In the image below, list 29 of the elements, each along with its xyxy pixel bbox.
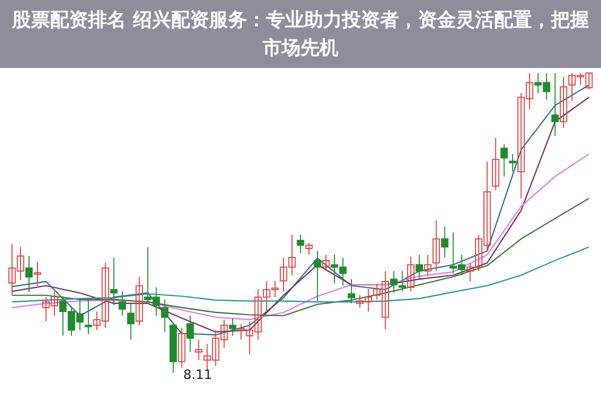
candlestick bbox=[186, 315, 194, 352]
candlestick bbox=[25, 256, 33, 292]
chart-title: 股票配资排名 绍兴配资服务：专业助力投资者，资金灵活配置，把握市场先机 bbox=[0, 0, 601, 68]
candlestick bbox=[228, 318, 236, 336]
candlestick bbox=[432, 220, 440, 272]
candlestick bbox=[492, 137, 500, 191]
candlestick bbox=[110, 257, 118, 306]
candlestick bbox=[424, 254, 432, 276]
candlestick bbox=[178, 327, 186, 369]
candlestick bbox=[348, 278, 356, 304]
candlestick bbox=[560, 76, 568, 128]
candlestick bbox=[195, 339, 202, 361]
candlestick bbox=[305, 242, 313, 256]
candlestick bbox=[127, 302, 134, 340]
candlestick bbox=[136, 276, 143, 326]
candlestick bbox=[551, 72, 559, 136]
candlestick bbox=[118, 290, 126, 316]
candlestick bbox=[296, 234, 304, 254]
candlestick bbox=[161, 299, 168, 332]
candlestick bbox=[441, 226, 448, 258]
candlestick bbox=[500, 144, 508, 177]
candlestick bbox=[84, 299, 92, 335]
candlestick bbox=[322, 254, 330, 272]
candlestick bbox=[314, 250, 322, 302]
candlestick bbox=[407, 256, 414, 292]
annotation: 8.11 bbox=[183, 368, 212, 383]
candlestick bbox=[416, 254, 423, 280]
candlestick bbox=[34, 262, 42, 286]
candlestick bbox=[508, 154, 516, 172]
